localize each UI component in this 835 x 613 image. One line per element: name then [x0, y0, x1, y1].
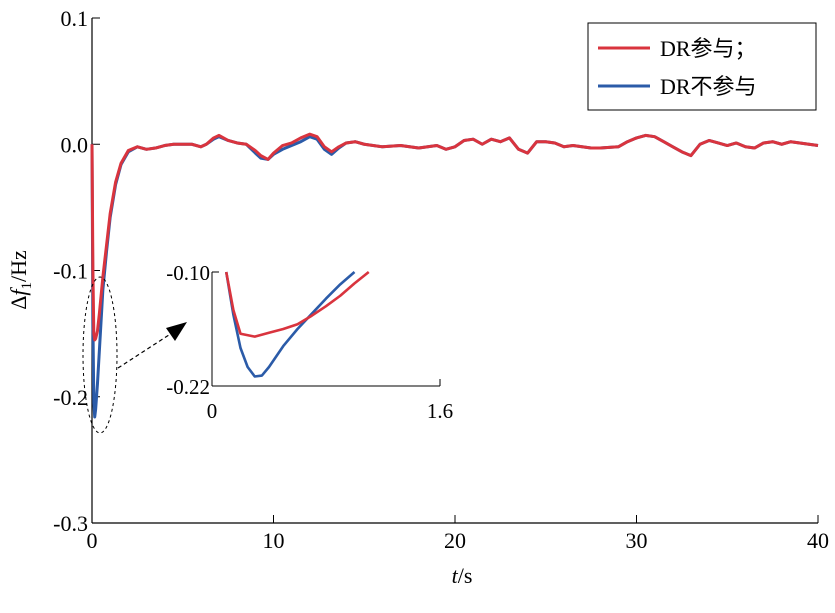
y-tick-label: 0.1 — [61, 6, 89, 31]
zoom-region-ellipse — [82, 276, 118, 434]
series-group — [90, 132, 819, 419]
inset-x-tick-label: 1.6 — [427, 399, 453, 423]
x-tick-label: 40 — [807, 528, 829, 553]
y-tick-label: -0.1 — [53, 259, 88, 284]
legend-box — [587, 22, 817, 111]
x-axis-title: t/s — [452, 563, 473, 588]
legend: DR参与； DR不参与 — [587, 22, 817, 111]
legend-label-dr-not-participate: DR不参与 — [660, 74, 757, 99]
y-axis-title: Δf1/Hz — [6, 250, 35, 310]
series-line-dr-participate — [90, 132, 819, 342]
legend-label-dr-participate: DR参与； — [660, 36, 757, 61]
axes: 0 10 20 30 40 0.1 0.0 -0.1 -0.2 -0.3 — [53, 6, 829, 553]
x-tick-label: 20 — [444, 528, 466, 553]
inset-y-tick-label: -0.22 — [166, 375, 210, 399]
y-tick-label: -0.2 — [53, 385, 88, 410]
inset-y-tick-label: -0.10 — [166, 261, 210, 285]
inset-chart: -0.10 -0.220 1.6 — [166, 261, 453, 423]
x-tick-label: 30 — [626, 528, 648, 553]
x-tick-label: 10 — [263, 528, 285, 553]
x-tick-label: 0 — [87, 528, 98, 553]
y-tick-label: 0.0 — [61, 132, 89, 157]
zoom-arrow-head — [166, 322, 187, 341]
inset-x-tick-label: 0 — [207, 399, 218, 423]
inset-line-dr-not-participate — [224, 271, 356, 378]
y-tick-label: -0.3 — [53, 511, 88, 536]
inset-line-dr-participate — [224, 270, 370, 338]
zoom-arrow-line — [117, 332, 173, 369]
